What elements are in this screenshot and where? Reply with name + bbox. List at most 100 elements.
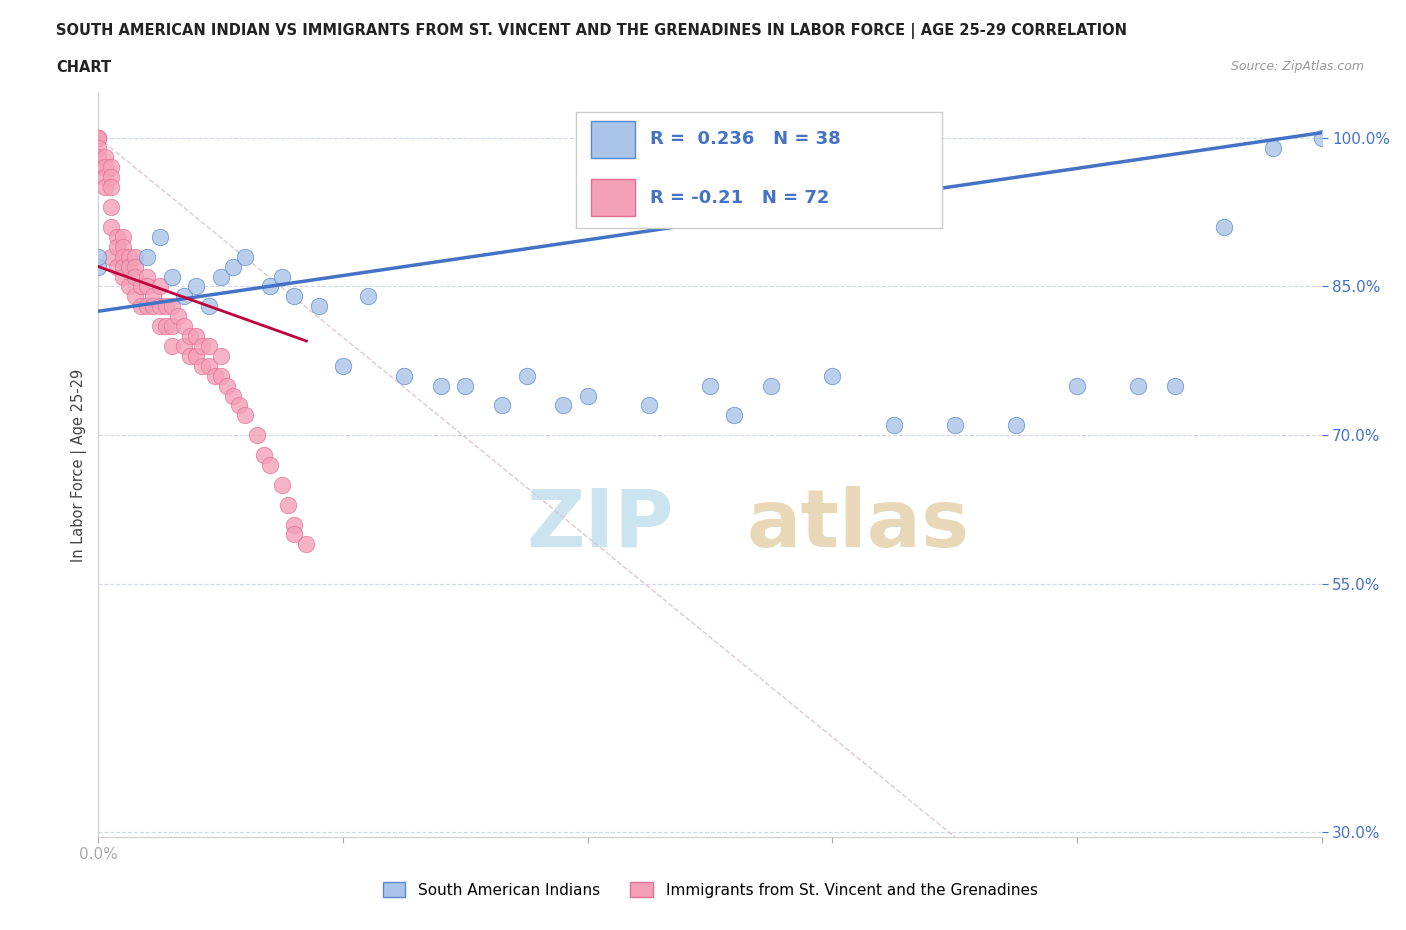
Point [699, 379, 721, 393]
Point [515, 368, 537, 383]
Point [259, 279, 281, 294]
Point [186, 349, 208, 364]
Point [553, 398, 575, 413]
Point [637, 398, 661, 413]
Point [197, 358, 219, 373]
Point [1004, 418, 1026, 432]
Point [233, 408, 256, 423]
Point [136, 299, 159, 313]
Point [118, 259, 141, 274]
Point [454, 379, 477, 393]
Point [111, 259, 134, 274]
Point [222, 388, 245, 403]
Point [246, 428, 269, 443]
Point [173, 289, 195, 304]
Point [136, 279, 159, 294]
Point [142, 299, 165, 313]
Point [233, 249, 256, 264]
Point [155, 319, 177, 334]
Point [111, 230, 134, 245]
Point [136, 269, 159, 284]
Point [576, 388, 599, 403]
Point [209, 368, 232, 383]
Point [761, 379, 783, 393]
Point [111, 239, 134, 254]
Point [124, 269, 146, 284]
Point [155, 299, 177, 313]
Point [87, 130, 110, 145]
Point [87, 130, 110, 145]
Text: atlas: atlas [747, 485, 970, 564]
Point [93, 150, 115, 165]
Point [87, 249, 110, 264]
Point [283, 527, 305, 542]
Point [723, 408, 745, 423]
Point [160, 269, 183, 284]
Point [111, 249, 134, 264]
Point [1212, 219, 1234, 234]
Point [87, 160, 110, 175]
Text: ZIP: ZIP [526, 485, 673, 564]
Point [149, 230, 172, 245]
Point [100, 170, 122, 185]
FancyBboxPatch shape [591, 179, 636, 217]
Point [283, 517, 305, 532]
Point [1128, 379, 1150, 393]
Point [87, 150, 110, 165]
Point [252, 447, 274, 462]
Legend: South American Indians, Immigrants from St. Vincent and the Grenadines: South American Indians, Immigrants from … [377, 875, 1043, 904]
Point [491, 398, 513, 413]
Point [1066, 379, 1088, 393]
Point [197, 339, 219, 353]
Point [105, 239, 128, 254]
Point [259, 458, 281, 472]
Point [93, 160, 115, 175]
Point [228, 398, 250, 413]
Point [270, 269, 294, 284]
Point [100, 219, 122, 234]
Text: R = -0.21   N = 72: R = -0.21 N = 72 [650, 189, 830, 206]
Point [124, 259, 146, 274]
Point [124, 289, 146, 304]
Y-axis label: In Labor Force | Age 25-29: In Labor Force | Age 25-29 [72, 368, 87, 562]
Point [173, 319, 195, 334]
Point [136, 249, 159, 264]
Point [191, 339, 214, 353]
Point [222, 259, 245, 274]
Text: CHART: CHART [56, 60, 111, 75]
Point [943, 418, 966, 432]
Point [883, 418, 905, 432]
Point [204, 368, 226, 383]
Point [105, 259, 128, 274]
Point [173, 339, 195, 353]
Point [111, 269, 134, 284]
Point [1261, 140, 1284, 155]
Point [430, 379, 453, 393]
Point [295, 537, 318, 551]
FancyBboxPatch shape [591, 121, 636, 158]
Point [105, 230, 128, 245]
Point [186, 279, 208, 294]
Point [149, 279, 172, 294]
Point [332, 358, 354, 373]
Point [118, 249, 141, 264]
Point [124, 249, 146, 264]
Point [149, 319, 172, 334]
Text: SOUTH AMERICAN INDIAN VS IMMIGRANTS FROM ST. VINCENT AND THE GRENADINES IN LABOR: SOUTH AMERICAN INDIAN VS IMMIGRANTS FROM… [56, 23, 1128, 39]
Point [186, 328, 208, 343]
Point [277, 498, 299, 512]
Point [179, 328, 201, 343]
Point [100, 160, 122, 175]
Point [87, 259, 110, 274]
Point [209, 269, 232, 284]
Point [129, 279, 152, 294]
Point [270, 477, 294, 492]
Point [356, 289, 378, 304]
Point [191, 358, 214, 373]
Point [87, 130, 110, 145]
Text: R =  0.236   N = 38: R = 0.236 N = 38 [650, 130, 841, 149]
Point [129, 299, 152, 313]
Point [392, 368, 416, 383]
Text: Source: ZipAtlas.com: Source: ZipAtlas.com [1230, 60, 1364, 73]
Point [149, 299, 172, 313]
